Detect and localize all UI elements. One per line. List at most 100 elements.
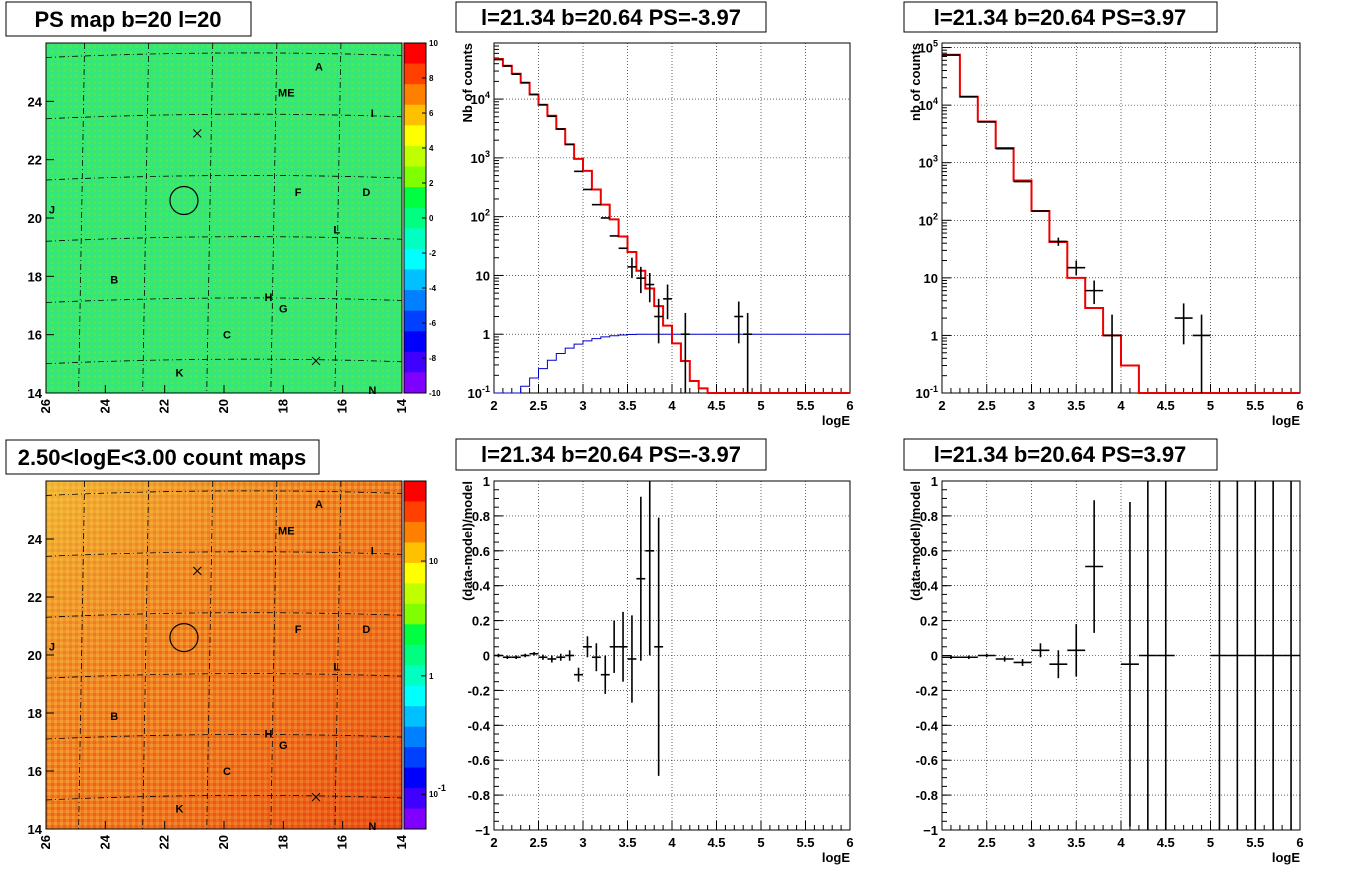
x-tick-label: 3.5 <box>618 398 636 413</box>
spectrum-left-plot: 2 2.5 3 3.5 4 4.5 5 5.5 6 10-1 1 10 102 103 104 logE Nb … <box>460 42 854 428</box>
count-map-title: 2.50<logE<3.00 count maps <box>18 445 307 470</box>
colorbar-label: 10 <box>429 557 438 566</box>
source-label-I: I <box>371 546 374 558</box>
source-label-B: B <box>110 274 118 286</box>
map-x-tick-label: 18 <box>275 835 290 849</box>
x-tick-label: 3 <box>579 835 586 850</box>
source-label-L: L <box>333 662 340 674</box>
y-tick-label: −1 <box>475 823 490 838</box>
cross-marker <box>311 356 321 366</box>
y-tick-label: 0.6 <box>472 544 490 559</box>
y-tick-label: 10-1 <box>916 384 938 401</box>
ps-map-title: PS map b=20 l=20 <box>34 7 221 32</box>
colorbar-segment <box>404 542 426 564</box>
colorbar-segment <box>404 187 426 209</box>
colorbar-segment <box>404 521 426 543</box>
x-tick-label: 6 <box>846 835 853 850</box>
y-tick-label: 0.4 <box>472 579 491 594</box>
x-tick-label: 4.5 <box>707 398 725 413</box>
map-grid-line <box>270 42 278 394</box>
x-tick-label: 3 <box>1028 398 1035 413</box>
map-x-tick-label: 26 <box>38 835 53 849</box>
x-tick-label: 2 <box>490 835 497 850</box>
map-grid-line <box>142 480 150 830</box>
y-tick-label: 0.8 <box>472 509 490 524</box>
y-tick-label: -0.8 <box>916 788 938 803</box>
colorbar-label: 4 <box>429 144 434 153</box>
residual-left-panel: l=21.34 b=20.64 PS=-3.97 2 2.5 3 3.5 4 4.5 5 5.… <box>455 438 854 865</box>
source-label-H: H <box>265 728 273 740</box>
ps-map-source-labels: A ME I F D J L B HG C K N <box>49 61 376 397</box>
colorbar-segment <box>404 125 426 147</box>
x-axis-label: logE <box>1272 850 1300 865</box>
x-tick-label: 4 <box>668 835 676 850</box>
map-grid-line <box>45 297 403 303</box>
map-y-tick-label: 24 <box>28 532 43 547</box>
y-tick-label: 105 <box>919 39 938 56</box>
x-tick-label: 2.5 <box>529 398 547 413</box>
map-grid-line <box>334 480 342 830</box>
colorbar-segment <box>404 501 426 523</box>
colorbar-segment <box>404 706 426 728</box>
map-y-tick-label: 18 <box>28 706 42 721</box>
source-label-A: A <box>315 499 323 511</box>
y-axis-label: (data-model)/model <box>908 481 923 601</box>
y-tick-label: 0.2 <box>920 614 938 629</box>
x-tick-label: 2 <box>938 835 945 850</box>
source-label-J: J <box>49 641 55 653</box>
x-tick-label: 4.5 <box>707 835 725 850</box>
y-tick-label: 0.8 <box>920 509 938 524</box>
colorbar-label: 8 <box>429 74 434 83</box>
map-x-tick-label: 16 <box>335 399 350 413</box>
y-axis-label: Nb of counts <box>460 43 475 122</box>
y-tick-label: 0.2 <box>472 614 490 629</box>
x-tick-label: 5 <box>757 398 764 413</box>
count-map-axis-ticks: 26 24 22 20 18 16 14 14 16 18 20 22 24 <box>28 532 409 849</box>
spectrum-right-title: l=21.34 b=20.64 PS=3.97 <box>934 5 1187 30</box>
map-grid-line <box>45 175 403 181</box>
x-tick-label: 2.5 <box>978 835 996 850</box>
ps-map-heatmap <box>46 43 402 393</box>
map-grid-line <box>45 490 403 496</box>
colorbar-segment <box>404 665 426 687</box>
y-tick-label: 1 <box>931 474 938 489</box>
cross-marker <box>311 792 321 802</box>
source-label-L: L <box>333 225 340 237</box>
ps-map-panel: PS map b=20 l=20 26 24 22 20 18 16 14141618202… <box>5 1 441 413</box>
x-axis-label: logE <box>822 850 850 865</box>
colorbar-segment <box>404 269 426 291</box>
colorbar-segment <box>404 145 426 168</box>
source-label-K: K <box>176 804 184 816</box>
circle-marker <box>169 185 199 216</box>
colorbar-segment <box>404 166 426 188</box>
y-tick-label: 10 <box>476 268 490 283</box>
x-tick-label: 3.5 <box>1067 835 1085 850</box>
source-label-ME: ME <box>278 88 295 100</box>
spectrum-left-title: l=21.34 b=20.64 PS=-3.97 <box>481 5 741 30</box>
colorbar-segment <box>404 351 426 373</box>
source-label-K: K <box>176 368 184 380</box>
map-grid-line <box>270 480 278 830</box>
colorbar-segment <box>404 808 426 830</box>
map-x-tick-label: 24 <box>97 398 112 413</box>
map-grid-line <box>45 113 403 120</box>
y-tick-label: 102 <box>471 208 490 225</box>
colorbar-segment <box>404 624 426 646</box>
x-tick-label: 5.5 <box>1246 398 1264 413</box>
y-tick-label: -0.6 <box>916 753 938 768</box>
x-tick-label: 5.5 <box>796 398 814 413</box>
source-label-C: C <box>223 330 231 342</box>
map-grid-line <box>45 358 403 365</box>
colorbar-segment <box>404 228 426 250</box>
source-label-N: N <box>368 385 376 397</box>
map-x-tick-label: 26 <box>38 399 53 413</box>
x-tick-label: 5.5 <box>796 835 814 850</box>
y-tick-label: 102 <box>919 211 938 228</box>
map-y-tick-label: 20 <box>28 648 42 663</box>
colorbar-segment <box>404 481 426 502</box>
map-grid-line <box>142 42 150 394</box>
colorbar-segment <box>404 788 426 810</box>
x-tick-label: 3 <box>1028 835 1035 850</box>
count-map-markers <box>169 566 321 802</box>
y-tick-label: -0.2 <box>468 683 490 698</box>
